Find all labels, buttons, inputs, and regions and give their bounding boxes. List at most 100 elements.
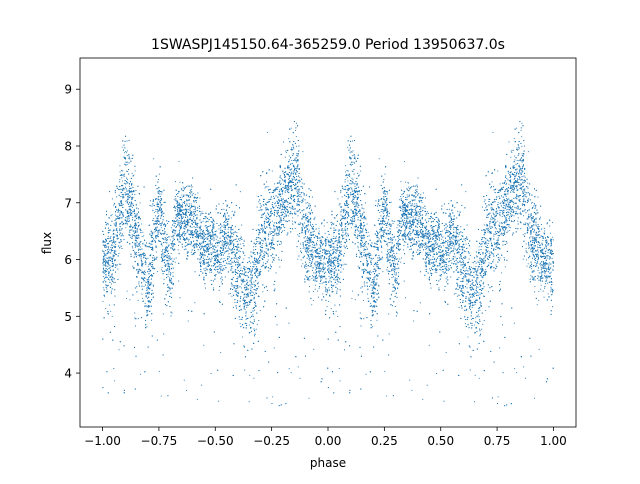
- data-point: [279, 216, 281, 218]
- data-point: [509, 207, 511, 210]
- data-point: [234, 301, 236, 304]
- data-point: [412, 218, 414, 220]
- data-point: [442, 245, 444, 247]
- data-point: [398, 237, 400, 239]
- data-point: [209, 216, 212, 219]
- data-point: [537, 224, 539, 226]
- data-point: [170, 252, 172, 254]
- data-point: [513, 138, 515, 140]
- data-point: [201, 235, 203, 238]
- data-point: [380, 258, 382, 260]
- data-point: [185, 186, 188, 188]
- data-point: [448, 222, 450, 224]
- data-point: [485, 246, 487, 248]
- data-point: [132, 203, 134, 205]
- data-point: [538, 348, 540, 350]
- data-point: [536, 225, 538, 227]
- data-point: [294, 158, 296, 160]
- data-point: [234, 280, 236, 283]
- data-point: [316, 268, 318, 270]
- data-point: [201, 211, 203, 213]
- data-point: [190, 213, 192, 215]
- data-point: [375, 200, 377, 202]
- data-point: [259, 246, 261, 248]
- data-point: [298, 191, 300, 193]
- data-point: [262, 230, 264, 232]
- data-point: [230, 217, 232, 219]
- data-point: [139, 202, 141, 204]
- data-point: [489, 187, 492, 189]
- data-point: [207, 225, 209, 227]
- data-point: [259, 229, 261, 232]
- data-point: [497, 396, 499, 398]
- data-point: [508, 225, 510, 227]
- data-point: [483, 258, 485, 260]
- data-point: [298, 181, 300, 183]
- data-point: [142, 231, 144, 233]
- data-point: [418, 218, 420, 220]
- data-point: [255, 246, 257, 248]
- data-point: [393, 290, 395, 292]
- data-point: [412, 238, 414, 240]
- data-point: [392, 269, 394, 271]
- data-point: [104, 277, 106, 279]
- data-point: [266, 219, 268, 221]
- data-point: [252, 251, 254, 253]
- data-point: [413, 209, 415, 211]
- data-point: [199, 208, 201, 210]
- data-point: [530, 268, 532, 270]
- data-point: [530, 236, 532, 238]
- data-point: [464, 270, 466, 272]
- data-point: [340, 243, 342, 246]
- data-point: [501, 272, 503, 274]
- data-point: [433, 212, 435, 215]
- data-point: [331, 288, 333, 290]
- data-point: [287, 215, 290, 217]
- data-point: [407, 205, 409, 207]
- data-point: [107, 284, 109, 286]
- data-point: [496, 213, 498, 215]
- data-point: [475, 265, 477, 268]
- data-point: [405, 241, 407, 243]
- data-point: [539, 216, 542, 218]
- data-point: [409, 379, 411, 381]
- data-point: [256, 261, 258, 264]
- data-point: [370, 281, 372, 283]
- data-point: [213, 220, 215, 222]
- data-point: [196, 398, 198, 400]
- data-point: [453, 293, 456, 295]
- data-point: [112, 230, 114, 232]
- data-point: [521, 145, 523, 147]
- data-point: [347, 193, 349, 196]
- data-point: [518, 171, 521, 173]
- data-point: [283, 201, 285, 203]
- data-point: [141, 223, 143, 225]
- data-point: [412, 204, 414, 206]
- data-point: [454, 244, 456, 246]
- data-point: [217, 240, 219, 242]
- data-point: [524, 181, 526, 183]
- data-point: [129, 204, 132, 206]
- data-point: [453, 246, 455, 248]
- data-point: [441, 238, 443, 240]
- data-point: [132, 247, 134, 249]
- data-point: [216, 256, 218, 258]
- data-point: [475, 262, 477, 264]
- data-point: [144, 302, 146, 304]
- data-point: [147, 257, 149, 259]
- data-point: [186, 238, 188, 240]
- data-point: [167, 269, 169, 271]
- data-point: [131, 202, 133, 204]
- data-point: [127, 161, 129, 163]
- data-point: [167, 236, 169, 239]
- data-point: [297, 258, 299, 260]
- data-point: [302, 247, 304, 249]
- data-point: [520, 189, 523, 191]
- data-point: [499, 347, 501, 349]
- data-point: [536, 304, 538, 306]
- data-point: [180, 217, 182, 219]
- data-point: [282, 225, 285, 227]
- data-point: [517, 149, 519, 151]
- data-point: [503, 257, 505, 259]
